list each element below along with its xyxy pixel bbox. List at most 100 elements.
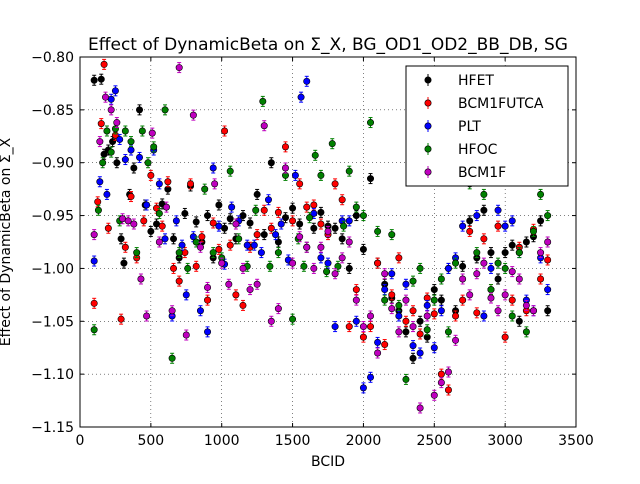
data-point <box>253 190 261 198</box>
data-point <box>127 146 135 154</box>
data-point <box>226 215 234 223</box>
data-point <box>218 259 226 267</box>
data-point <box>522 238 530 246</box>
data-point <box>352 212 360 220</box>
x-tick-label: 3500 <box>558 433 594 449</box>
data-point <box>168 354 176 362</box>
x-tick-label: 1000 <box>204 433 240 449</box>
data-point <box>239 212 247 220</box>
data-point <box>170 264 178 272</box>
data-point <box>96 138 104 146</box>
data-point <box>409 277 417 285</box>
y-tick-label: −1.00 <box>31 261 74 277</box>
data-point <box>416 264 424 272</box>
y-tick-label: −0.85 <box>31 103 74 119</box>
data-point <box>508 217 516 225</box>
y-tick-label: −0.80 <box>31 50 74 66</box>
data-point <box>494 275 502 283</box>
data-point <box>252 206 260 214</box>
data-point <box>381 286 389 294</box>
y-tick-label: −0.90 <box>31 156 74 172</box>
data-point <box>215 222 223 230</box>
data-point <box>430 391 438 399</box>
data-point <box>409 307 417 315</box>
data-point <box>352 203 360 211</box>
data-point <box>102 93 110 101</box>
data-point <box>243 241 251 249</box>
data-point <box>196 307 204 315</box>
data-point <box>374 259 382 267</box>
data-point <box>374 349 382 357</box>
data-point <box>515 275 523 283</box>
data-point <box>494 222 502 230</box>
data-point <box>323 268 331 276</box>
data-point <box>133 249 141 257</box>
data-point <box>367 119 375 127</box>
data-point <box>359 384 367 392</box>
data-point <box>480 190 488 198</box>
data-point <box>529 307 537 315</box>
data-point <box>121 156 129 164</box>
data-point <box>226 167 234 175</box>
data-point <box>402 317 410 325</box>
data-point <box>215 245 223 253</box>
data-point <box>291 171 299 179</box>
data-point <box>155 180 163 188</box>
data-point <box>130 220 138 228</box>
data-point <box>444 328 452 336</box>
data-point <box>487 264 495 272</box>
data-point <box>459 296 467 304</box>
data-point <box>352 286 360 294</box>
data-point <box>473 249 481 257</box>
data-point <box>381 341 389 349</box>
data-point <box>487 294 495 302</box>
data-point <box>97 120 105 128</box>
data-point <box>221 127 229 135</box>
data-point <box>331 180 339 188</box>
data-point <box>274 238 282 246</box>
data-point <box>99 159 107 167</box>
data-point <box>289 315 297 323</box>
data-point <box>274 249 282 257</box>
data-point <box>437 275 445 283</box>
data-point <box>459 275 467 283</box>
data-point <box>359 212 367 220</box>
data-point <box>111 87 119 95</box>
data-point <box>162 203 170 211</box>
data-point <box>155 238 163 246</box>
data-point <box>473 270 481 278</box>
data-point <box>345 323 353 331</box>
data-point <box>338 254 346 262</box>
data-point <box>296 233 304 241</box>
data-point <box>395 301 403 309</box>
data-point <box>281 143 289 151</box>
data-point <box>204 328 212 336</box>
data-point <box>182 331 190 339</box>
data-point <box>544 212 552 220</box>
data-point <box>402 296 410 304</box>
plot-frame <box>79 56 577 428</box>
series-bcm1futca <box>90 58 552 396</box>
data-point <box>501 333 509 341</box>
x-tick-label: 3000 <box>487 433 523 449</box>
data-point <box>168 307 176 315</box>
data-point <box>522 301 530 309</box>
data-point <box>437 379 445 387</box>
data-point <box>277 220 285 228</box>
ticks: 0 500 1000 1500 2000 2500 3000 3500 −0.80 −0.85 −0… <box>31 50 594 449</box>
data-point <box>334 262 342 270</box>
legend-marker <box>424 122 432 130</box>
data-point <box>508 241 516 249</box>
data-point <box>402 328 410 336</box>
data-point <box>111 125 119 133</box>
data-point <box>259 97 267 105</box>
data-point <box>537 275 545 283</box>
data-point <box>452 259 460 267</box>
data-point <box>352 296 360 304</box>
data-point <box>310 224 318 232</box>
data-point <box>331 323 339 331</box>
y-tick-label: −1.15 <box>31 420 74 436</box>
x-tick-label: 0 <box>76 433 85 449</box>
data-point <box>257 249 265 257</box>
y-tick-label: −1.05 <box>31 314 74 330</box>
